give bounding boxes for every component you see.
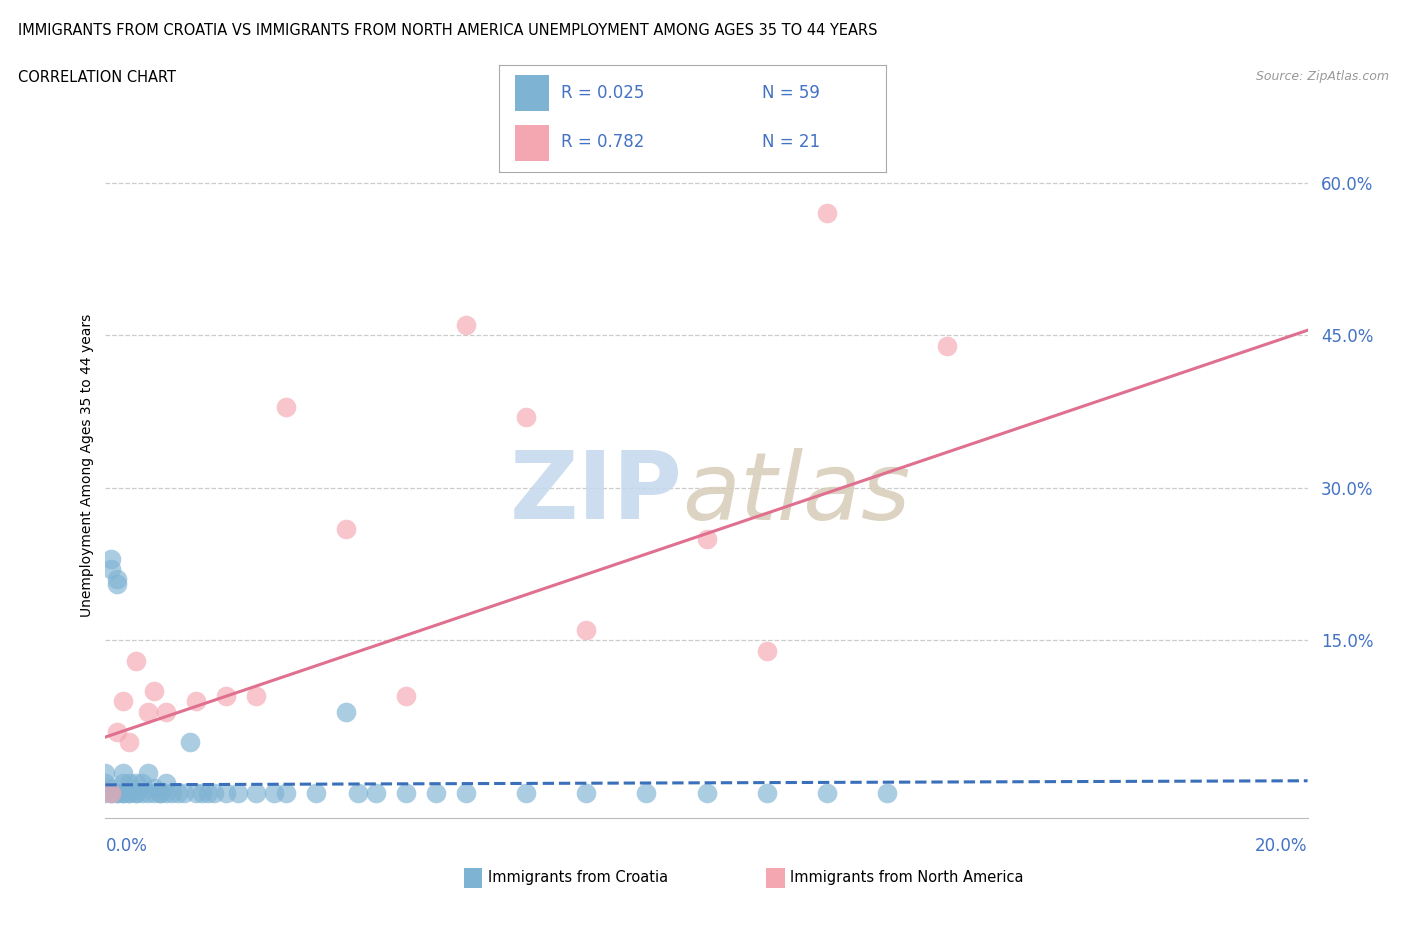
Point (755, 786, 778, 801)
Point (100, 551, 122, 566)
Point (226, 786, 249, 801)
Text: N = 21: N = 21 (762, 133, 820, 151)
Point (118, 786, 141, 801)
Point (112, 694, 135, 709)
Y-axis label: Unemployment Among Ages 35 to 44 years: Unemployment Among Ages 35 to 44 years (80, 313, 94, 617)
Point (335, 521, 357, 536)
Point (395, 689, 418, 704)
Text: ZIP: ZIP (509, 447, 682, 539)
Point (131, 786, 153, 801)
Point (245, 689, 267, 704)
Text: 20.0%: 20.0% (1256, 837, 1308, 855)
Point (136, 704, 159, 719)
Text: R = 0.025: R = 0.025 (561, 84, 644, 102)
Point (395, 786, 418, 801)
Point (364, 786, 387, 801)
Point (815, 786, 838, 801)
Point (696, 531, 718, 546)
Text: CORRELATION CHART: CORRELATION CHART (18, 70, 176, 85)
Point (124, 786, 146, 801)
Bar (515, 125, 550, 162)
Point (166, 786, 188, 801)
Text: Source: ZipAtlas.com: Source: ZipAtlas.com (1256, 70, 1389, 83)
Point (118, 735, 141, 750)
Point (575, 623, 598, 638)
Point (636, 786, 658, 801)
Point (100, 786, 122, 801)
Point (148, 786, 170, 801)
Point (112, 786, 135, 801)
Point (515, 409, 537, 424)
Point (112, 786, 135, 801)
Point (347, 786, 370, 801)
Point (815, 206, 838, 220)
Point (454, 786, 477, 801)
Point (107, 786, 129, 801)
Point (107, 572, 129, 587)
Point (274, 399, 297, 414)
Point (100, 786, 122, 801)
Point (112, 776, 135, 790)
Point (107, 786, 129, 801)
Point (112, 765, 135, 780)
Point (124, 654, 146, 669)
Point (131, 776, 153, 790)
Point (755, 644, 778, 658)
Point (696, 786, 718, 801)
Point (274, 786, 297, 801)
Point (155, 704, 177, 719)
Point (454, 318, 477, 333)
Bar (515, 74, 550, 111)
Text: R = 0.782: R = 0.782 (561, 133, 644, 151)
Point (107, 577, 129, 591)
Point (305, 786, 328, 801)
Point (515, 786, 537, 801)
Point (100, 786, 122, 801)
Point (245, 786, 267, 801)
Point (155, 776, 177, 790)
Point (142, 786, 165, 801)
Point (214, 689, 236, 704)
Point (263, 786, 285, 801)
Point (107, 724, 129, 739)
Point (184, 694, 207, 709)
Point (575, 786, 598, 801)
Point (214, 786, 236, 801)
Point (136, 765, 159, 780)
Point (190, 786, 212, 801)
Text: IMMIGRANTS FROM CROATIA VS IMMIGRANTS FROM NORTH AMERICA UNEMPLOYMENT AMONG AGES: IMMIGRANTS FROM CROATIA VS IMMIGRANTS FR… (18, 23, 877, 38)
Point (425, 786, 447, 801)
Point (179, 735, 201, 750)
Point (94, 776, 117, 790)
Text: 0.0%: 0.0% (105, 837, 148, 855)
Point (124, 786, 146, 801)
Point (197, 786, 219, 801)
Point (118, 776, 141, 790)
Point (142, 780, 165, 795)
Text: atlas: atlas (682, 447, 911, 538)
Point (936, 339, 959, 353)
Point (184, 786, 207, 801)
Text: Immigrants from North America: Immigrants from North America (790, 870, 1024, 885)
Point (160, 786, 183, 801)
Point (876, 786, 898, 801)
Point (100, 562, 122, 577)
Point (124, 776, 146, 790)
Point (155, 786, 177, 801)
Point (202, 786, 225, 801)
Point (148, 786, 170, 801)
Point (335, 704, 357, 719)
Point (136, 786, 159, 801)
Point (118, 786, 141, 801)
Text: N = 59: N = 59 (762, 84, 820, 102)
Point (100, 780, 122, 795)
Point (142, 684, 165, 698)
Point (94, 765, 117, 780)
Point (94, 786, 117, 801)
Point (173, 786, 195, 801)
Text: Immigrants from Croatia: Immigrants from Croatia (488, 870, 668, 885)
